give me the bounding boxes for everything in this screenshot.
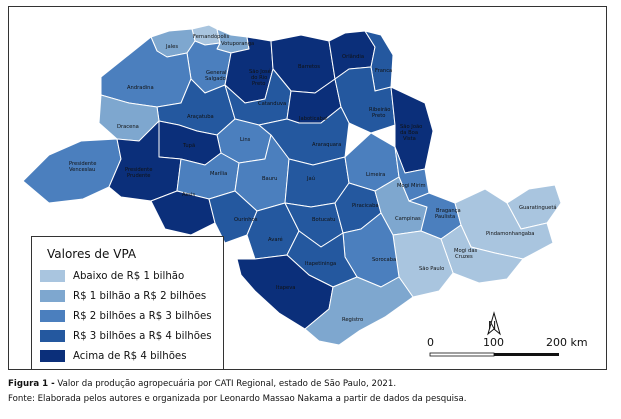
label-ourinhos: Ourinhos [234,217,258,223]
scale-bar: 0 100 200 km [427,336,588,357]
label-itapeva: Itapeva [276,285,295,291]
label-pindamonhangaba: Pindamonhangaba [486,231,534,237]
legend-label-4: R$ 3 bilhões a R$ 4 bilhões [73,330,212,342]
label-itapetininga: Itapetininga [305,261,336,267]
region-registro [304,276,414,346]
label-limeira: Limeira [366,172,385,178]
label-braganca: Bragança Paulista [435,208,461,220]
legend-swatch-3 [40,310,65,322]
label-lins: Lins [240,137,251,143]
figure-caption-text: Valor da produção agropecuária por CATI … [54,379,397,389]
legend-item-5: Acima de R$ 4 bilhões [40,347,187,365]
legend-label-2: R$ 1 bilhão a R$ 2 bilhões [73,290,207,302]
map-frame: Fernandópolis Jales Votuporanga General S… [8,6,607,370]
legend-swatch-4 [40,330,65,342]
label-sjbv: São João da Boa Vista [400,124,422,142]
label-mogi-mirim: Mogi Mirim [397,183,426,189]
scale-tick-100: 100 [483,336,504,349]
label-piracicaba: Piracicaba [352,203,379,209]
label-franca: Franca [375,68,392,74]
figure-caption: Figura 1 - Valor da produção agropecuári… [8,379,613,389]
figure-caption-label: Figura 1 - [8,379,55,389]
label-ribeirao: Ribeirão Preto [369,107,390,119]
label-campinas: Campinas [395,216,421,222]
legend: Valores de VPA Abaixo de R$ 1 bilhão R$ … [31,236,224,370]
label-avare: Avaré [268,236,283,243]
legend-swatch-1 [40,270,65,282]
label-votuporanga: Votuporanga [221,41,254,47]
svg-text:N: N [488,319,496,332]
legend-item-2: R$ 1 bilhão a R$ 2 bilhões [40,287,206,305]
label-mogi-cruzes: Mogi das Cruzes [454,248,478,260]
label-general-salgado: General Salgado [205,70,226,82]
label-andradina: Andradina [127,85,154,91]
region-mogi-cruzes [440,224,524,284]
label-registro: Registro [342,317,363,323]
label-jaboticabal: Jaboticabal [298,116,328,122]
label-botucatu: Botucatu [312,217,335,223]
label-bauru: Bauru [262,176,277,182]
label-marilia: Marília [210,170,227,177]
north-arrow-icon: N [487,311,501,336]
scale-tick-200: 200 km [546,336,588,349]
label-aracatuba: Araçatuba [187,114,214,120]
legend-label-3: R$ 2 bilhões a R$ 3 bilhões [73,310,212,322]
label-jau: Jaú [306,175,315,182]
legend-item-3: R$ 2 bilhões a R$ 3 bilhões [40,307,212,325]
scale-tick-0: 0 [427,336,434,349]
label-pres-venceslau: Presidente Venceslau [69,161,96,173]
legend-label-5: Acima de R$ 4 bilhões [73,350,187,362]
legend-item-4: R$ 3 bilhões a R$ 4 bilhões [40,327,212,345]
label-sjrp: São José do Rio Preto [249,68,271,87]
legend-swatch-5 [40,350,65,362]
label-araraquara: Araraquara [312,142,341,148]
label-assis: Assis [182,192,195,198]
figure-source: Fonte: Elaborada pelos autores e organiz… [8,394,467,404]
label-jales: Jales [165,44,178,50]
legend-swatch-2 [40,290,65,302]
label-tupa: Tupã [182,143,195,149]
label-sao-paulo: São Paulo [419,266,444,272]
label-orlandia: Orlândia [342,53,364,60]
sao-paulo-map: Fernandópolis Jales Votuporanga General S… [22,24,588,357]
legend-label-1: Abaixo de R$ 1 bilhão [73,270,185,282]
label-dracena: Dracena [117,124,139,130]
legend-title: Valores de VPA [47,247,137,261]
label-catanduva: Catanduva [258,101,286,107]
label-sorocaba: Sorocaba [372,257,396,263]
label-fernandopolis: Fernandópolis [193,33,230,40]
legend-item-1: Abaixo de R$ 1 bilhão [40,267,184,285]
label-guaratingueta: Guaratinguetá [519,204,557,211]
label-barretos: Barretos [298,64,320,70]
label-pres-prudente: Presidente Prudente [125,167,152,179]
